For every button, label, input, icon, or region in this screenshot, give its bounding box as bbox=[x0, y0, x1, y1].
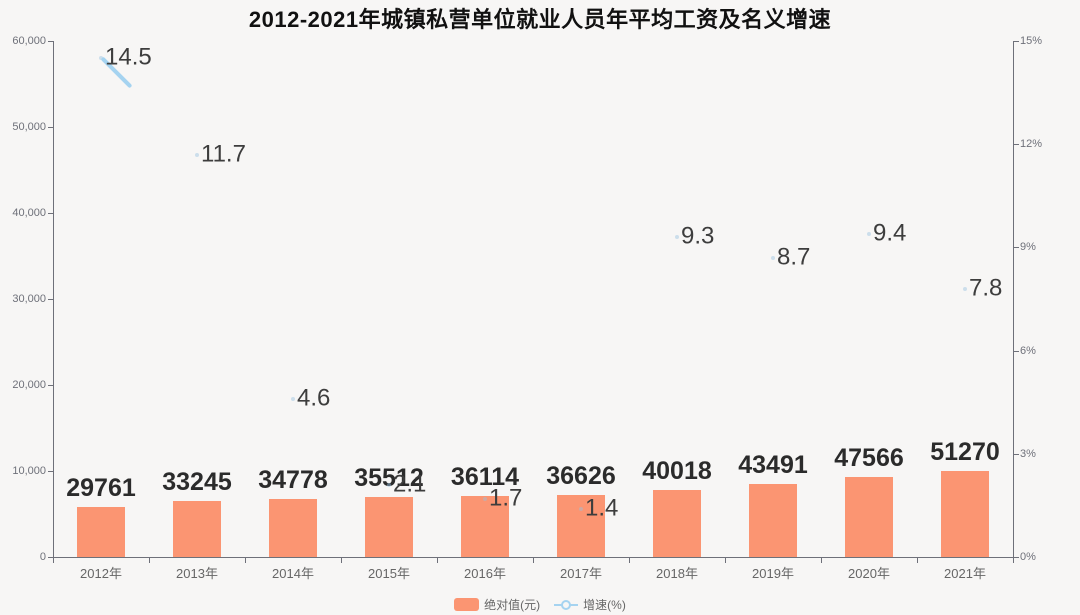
right-axis-tick-label: 0% bbox=[1020, 551, 1036, 563]
bar-value-label: 29761 bbox=[66, 474, 136, 502]
line-point-2017年[interactable] bbox=[579, 507, 583, 511]
x-axis-tick bbox=[917, 558, 918, 563]
line-point-2013年[interactable] bbox=[195, 153, 199, 157]
growth-rate-label: 1.7 bbox=[489, 484, 523, 512]
x-axis-category-label: 2018年 bbox=[656, 566, 698, 581]
left-axis-tick-label: 40,000 bbox=[12, 207, 46, 219]
legend-label-absolute-value: 绝对值(元) bbox=[484, 598, 541, 612]
right-axis-tick-label: 9% bbox=[1020, 241, 1036, 253]
line-point-2019年[interactable] bbox=[771, 256, 775, 260]
line-point-2016年[interactable] bbox=[483, 497, 487, 501]
legend-item-absolute-value[interactable]: 绝对值(元) bbox=[454, 596, 540, 613]
left-axis-tick-label: 50,000 bbox=[12, 121, 46, 133]
bar-value-label: 35512 bbox=[354, 464, 424, 492]
right-axis-tick bbox=[1014, 144, 1019, 145]
x-axis-tick bbox=[245, 558, 246, 563]
bar-value-label: 33245 bbox=[162, 468, 232, 496]
bar-2018年[interactable] bbox=[653, 490, 701, 557]
x-axis-tick bbox=[437, 558, 438, 563]
x-axis-category-label: 2019年 bbox=[752, 566, 794, 581]
bar-value-label: 36626 bbox=[546, 462, 616, 490]
x-axis-tick bbox=[149, 558, 150, 563]
left-axis-tick-label: 30,000 bbox=[12, 293, 46, 305]
left-axis-tick bbox=[48, 299, 53, 300]
x-axis-category-label: 2017年 bbox=[560, 566, 602, 581]
left-axis-tick bbox=[48, 471, 53, 472]
bar-2021年[interactable] bbox=[941, 471, 989, 557]
x-axis-category-label: 2013年 bbox=[176, 566, 218, 581]
growth-rate-label: 2.1 bbox=[393, 470, 427, 498]
x-axis-tick bbox=[821, 558, 822, 563]
x-axis-tick bbox=[533, 558, 534, 563]
x-axis-tick bbox=[1013, 558, 1014, 563]
left-axis-tick-label: 60,000 bbox=[12, 35, 46, 47]
x-axis-category-label: 2020年 bbox=[848, 566, 890, 581]
chart-title: 2012-2021年城镇私营单位就业人员年平均工资及名义增速 bbox=[248, 7, 832, 32]
right-axis-tick bbox=[1014, 41, 1019, 42]
legend-label-growth-rate: 增速(%) bbox=[583, 598, 626, 612]
bar-2019年[interactable] bbox=[749, 484, 797, 557]
legend: 绝对值(元) 增速(%) bbox=[0, 596, 1080, 613]
x-axis-category-label: 2016年 bbox=[464, 566, 506, 581]
bar-value-label: 43491 bbox=[738, 451, 808, 479]
line-point-2021年[interactable] bbox=[963, 287, 967, 291]
right-axis-tick-label: 3% bbox=[1020, 448, 1036, 460]
growth-rate-label: 11.7 bbox=[201, 140, 246, 168]
bar-series-swatch bbox=[454, 598, 480, 611]
left-axis-tick bbox=[48, 41, 53, 42]
right-axis-tick-label: 15% bbox=[1020, 35, 1043, 47]
bar-2017年[interactable] bbox=[557, 495, 605, 557]
bar-value-label: 47566 bbox=[834, 444, 904, 472]
bar-value-label: 40018 bbox=[642, 457, 712, 485]
x-axis-tick bbox=[53, 558, 54, 563]
left-y-axis-line bbox=[53, 41, 54, 557]
right-axis-tick bbox=[1014, 247, 1019, 248]
bar-2020年[interactable] bbox=[845, 477, 893, 557]
x-axis-tick bbox=[629, 558, 630, 563]
line-series-swatch bbox=[554, 599, 579, 610]
bar-2012年[interactable] bbox=[77, 507, 125, 557]
left-axis-tick bbox=[48, 127, 53, 128]
x-axis-tick bbox=[341, 558, 342, 563]
legend-item-growth-rate[interactable]: 增速(%) bbox=[554, 596, 626, 613]
line-point-2018年[interactable] bbox=[675, 235, 679, 239]
right-axis-tick bbox=[1014, 454, 1019, 455]
right-y-axis-line bbox=[1013, 41, 1014, 557]
growth-rate-label: 8.7 bbox=[777, 243, 811, 271]
right-axis-tick bbox=[1014, 557, 1019, 558]
left-axis-tick bbox=[48, 385, 53, 386]
x-axis-category-label: 2014年 bbox=[272, 566, 314, 581]
bar-2014年[interactable] bbox=[269, 499, 317, 557]
x-axis-category-label: 2021年 bbox=[944, 566, 986, 581]
left-axis-tick bbox=[48, 213, 53, 214]
growth-rate-label: 7.8 bbox=[969, 274, 1003, 302]
bar-value-label: 34778 bbox=[258, 466, 328, 494]
bar-value-label: 36114 bbox=[450, 463, 520, 491]
left-axis-tick-label: 0 bbox=[39, 551, 46, 563]
x-axis-category-label: 2015年 bbox=[368, 566, 410, 581]
bar-value-label: 51270 bbox=[930, 438, 1000, 466]
growth-rate-label: 9.3 bbox=[681, 222, 715, 250]
x-axis-tick bbox=[725, 558, 726, 563]
line-point-2015年[interactable] bbox=[387, 483, 391, 487]
x-axis-category-label: 2012年 bbox=[80, 566, 122, 581]
left-axis-tick bbox=[48, 557, 53, 558]
bar-2013年[interactable] bbox=[173, 501, 221, 557]
right-axis-tick-label: 12% bbox=[1020, 138, 1043, 150]
line-point-2014年[interactable] bbox=[291, 397, 295, 401]
left-axis-tick-label: 20,000 bbox=[12, 379, 46, 391]
line-marker-icon bbox=[561, 599, 572, 610]
growth-rate-label: 4.6 bbox=[297, 384, 331, 412]
bar-2016年[interactable] bbox=[461, 496, 509, 557]
left-axis-tick-label: 10,000 bbox=[12, 465, 46, 477]
growth-rate-label: 14.5 bbox=[105, 43, 152, 71]
right-axis-tick-label: 6% bbox=[1020, 345, 1036, 357]
x-axis-line bbox=[53, 557, 1014, 558]
bar-2015年[interactable] bbox=[365, 497, 413, 557]
growth-rate-label: 9.4 bbox=[873, 219, 907, 247]
right-axis-tick bbox=[1014, 351, 1019, 352]
line-point-2020年[interactable] bbox=[867, 232, 871, 236]
growth-rate-label: 1.4 bbox=[585, 494, 619, 522]
